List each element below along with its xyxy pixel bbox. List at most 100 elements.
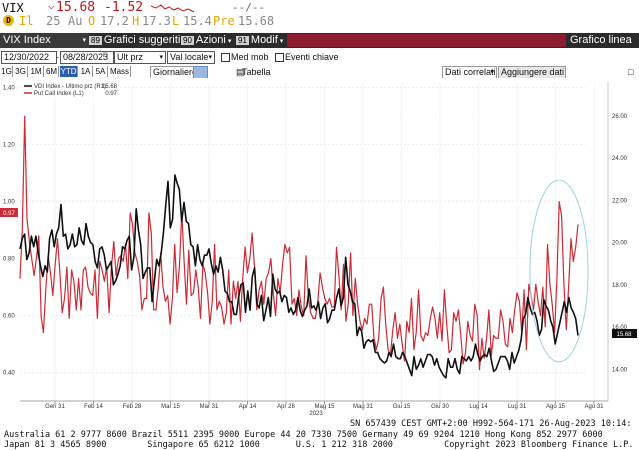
pre-label: Pre	[213, 14, 235, 28]
currency-select[interactable]: Val locale ▾	[167, 51, 215, 64]
ticker-symbol: VIX	[2, 1, 24, 15]
modif-label: Modif	[250, 34, 278, 46]
legend-box	[22, 82, 120, 100]
chevron-down-icon: ▾	[82, 37, 86, 44]
date-separator: -	[56, 52, 59, 62]
period-tab-1g[interactable]: 1G	[1, 66, 13, 77]
grid-lines	[20, 82, 595, 401]
price-field-value: Ult prz	[117, 52, 144, 62]
right-last-tag	[612, 329, 637, 338]
x-tick-label: Giu 15	[393, 404, 411, 410]
pre-value: 15.68	[238, 14, 275, 28]
legend-label-putcall: Put Call Index (L1)	[34, 91, 84, 97]
eventi-label: Eventi chiave	[285, 52, 339, 62]
med-mob-checkbox[interactable]	[221, 53, 230, 62]
left-tick-label: 0.80	[3, 257, 15, 263]
delay-badge-icon: D	[3, 15, 14, 26]
period-tab-1a[interactable]: 1A	[79, 66, 93, 77]
left-tick-label: 0.60	[3, 314, 15, 320]
dati-correlati-select[interactable]: Dati correlati ▾	[442, 66, 497, 79]
function-bar-fill	[287, 34, 566, 47]
eventi-checkbox[interactable]	[275, 53, 284, 62]
x-tick-label: Mag 31	[353, 404, 374, 410]
controls-row-1: 12/30/2022 - 08/28/2023 □ Ult prz ▾ Val l…	[0, 50, 639, 64]
x-tick-label: Ago 31	[584, 404, 604, 410]
chart-type-title: Grafico linea	[570, 34, 632, 46]
left-tick-label: 0.40	[3, 371, 15, 377]
left-tick-label: 1.00	[3, 200, 15, 206]
legend-value-vdi: 15.68	[102, 84, 118, 90]
x-tick-label: Lug 31	[508, 404, 527, 410]
open-value: 17.2	[100, 14, 129, 28]
legend: VDI Index - Ultimo prz (R1) 15.68 Put Ca…	[22, 82, 120, 100]
session-info: SN 657439 CEST GMT+2:00 H992-564-171 26-…	[0, 418, 639, 430]
left-last-value: 0.97	[3, 211, 15, 217]
azioni-menu[interactable]: 90 Azioni ▾	[181, 33, 233, 48]
modif-number: 91	[236, 36, 249, 45]
x-tick-label: Apr 28	[277, 404, 295, 410]
period-tab-ytd[interactable]: YTD	[60, 66, 78, 77]
series-line-putcall	[19, 115, 579, 371]
dati-correlati-label: Dati correlati	[445, 67, 496, 77]
x-tick-label: Feb 14	[84, 404, 103, 410]
down-arrow-icon: ⌵	[48, 0, 55, 12]
security-selector[interactable]: VIX Index ▾	[0, 33, 89, 48]
last-value-tag-right: 15.68	[612, 329, 637, 338]
x-tick-label: Ago 15	[546, 404, 566, 410]
high-label: H	[132, 14, 140, 28]
modif-menu[interactable]: 91 Modif ▾	[236, 33, 284, 48]
il-value: 25	[46, 14, 61, 28]
left-last-tag	[0, 208, 18, 217]
period-tab-3g[interactable]: 3G	[14, 66, 28, 77]
au-label: Au	[68, 14, 83, 28]
axis-layer: 1.40 1.20 1.00 0.80 0.60 0.40 26.00 24.00 22.00 2…	[3, 82, 628, 417]
chevron-down-icon: ▾	[159, 54, 163, 61]
x-tick-label: Mar 15	[161, 404, 180, 410]
azioni-number: 90	[181, 36, 194, 45]
calendar-icon[interactable]: □	[103, 52, 108, 59]
controls-row-2: 1G 3G 1M 6M YTD 1A 5A Mass Giornaliero.. ▤ Tabe…	[0, 65, 639, 79]
footer-line-2: Japan 81 3 4565 8900 Singapore 65 6212 1…	[4, 440, 634, 450]
low-value: 15.4	[183, 14, 212, 28]
date-to-input[interactable]: 08/28/2023	[60, 51, 114, 64]
grafici-label: Grafici suggeriti	[103, 34, 181, 46]
expand-icon[interactable]: □	[628, 67, 634, 77]
period-tab-6m[interactable]: 6M	[45, 66, 59, 77]
low-label: L	[172, 14, 180, 28]
x-tick-label: Apr 14	[239, 404, 257, 410]
right-tick-label: 24.00	[612, 156, 628, 162]
right-tick-label: 16.00	[612, 325, 628, 331]
right-tick-label: 26.00	[612, 114, 628, 120]
x-year-label: 2023	[309, 411, 323, 417]
date-from-input[interactable]: 12/30/2022	[1, 51, 57, 64]
chevron-down-icon: ▾	[208, 54, 212, 61]
right-tick-label: 22.00	[612, 198, 628, 204]
right-tick-label: 20.00	[612, 241, 628, 247]
period-tab-1m[interactable]: 1M	[29, 66, 44, 77]
series-line-vdi	[19, 174, 579, 379]
tabella-label[interactable]: Tabella	[242, 67, 271, 77]
highlight-ellipse	[529, 179, 589, 363]
x-tick-label: Mag 15	[314, 404, 335, 410]
right-tick-label: 14.00	[612, 367, 628, 373]
price-field-select[interactable]: Ult prz ▾	[114, 51, 166, 64]
period-tab-mass[interactable]: Mass	[109, 66, 131, 77]
session-text: SN 657439 CEST GMT+2:00 H992-564-171 26-…	[350, 419, 632, 429]
high-value: 17.3	[142, 14, 171, 28]
footer-line-1: Australia 61 2 9777 8600 Brazil 5511 239…	[4, 430, 603, 440]
ticker-dashes: --/--	[232, 1, 266, 14]
grafici-number: 89	[89, 36, 102, 45]
table-icon[interactable]: ▤	[236, 67, 245, 77]
ticker-header: VIX ⌵ 15.68 -1.52 --/-- D Il 25 Au O 17.…	[0, 0, 639, 32]
right-last-value: 15.68	[616, 332, 632, 338]
chevron-down-icon: ▾	[490, 69, 494, 76]
x-tick-label: Mar 31	[200, 404, 219, 410]
legend-value-putcall: 0.97	[105, 91, 117, 97]
il-label: Il	[19, 14, 34, 28]
chart-background	[0, 78, 639, 418]
period-tab-5a[interactable]: 5A	[94, 66, 108, 77]
footer-contacts: Australia 61 2 9777 8600 Brazil 5511 239…	[0, 430, 639, 450]
left-tick-label: 1.40	[3, 86, 15, 92]
x-tick-label: Giu 30	[431, 404, 449, 410]
